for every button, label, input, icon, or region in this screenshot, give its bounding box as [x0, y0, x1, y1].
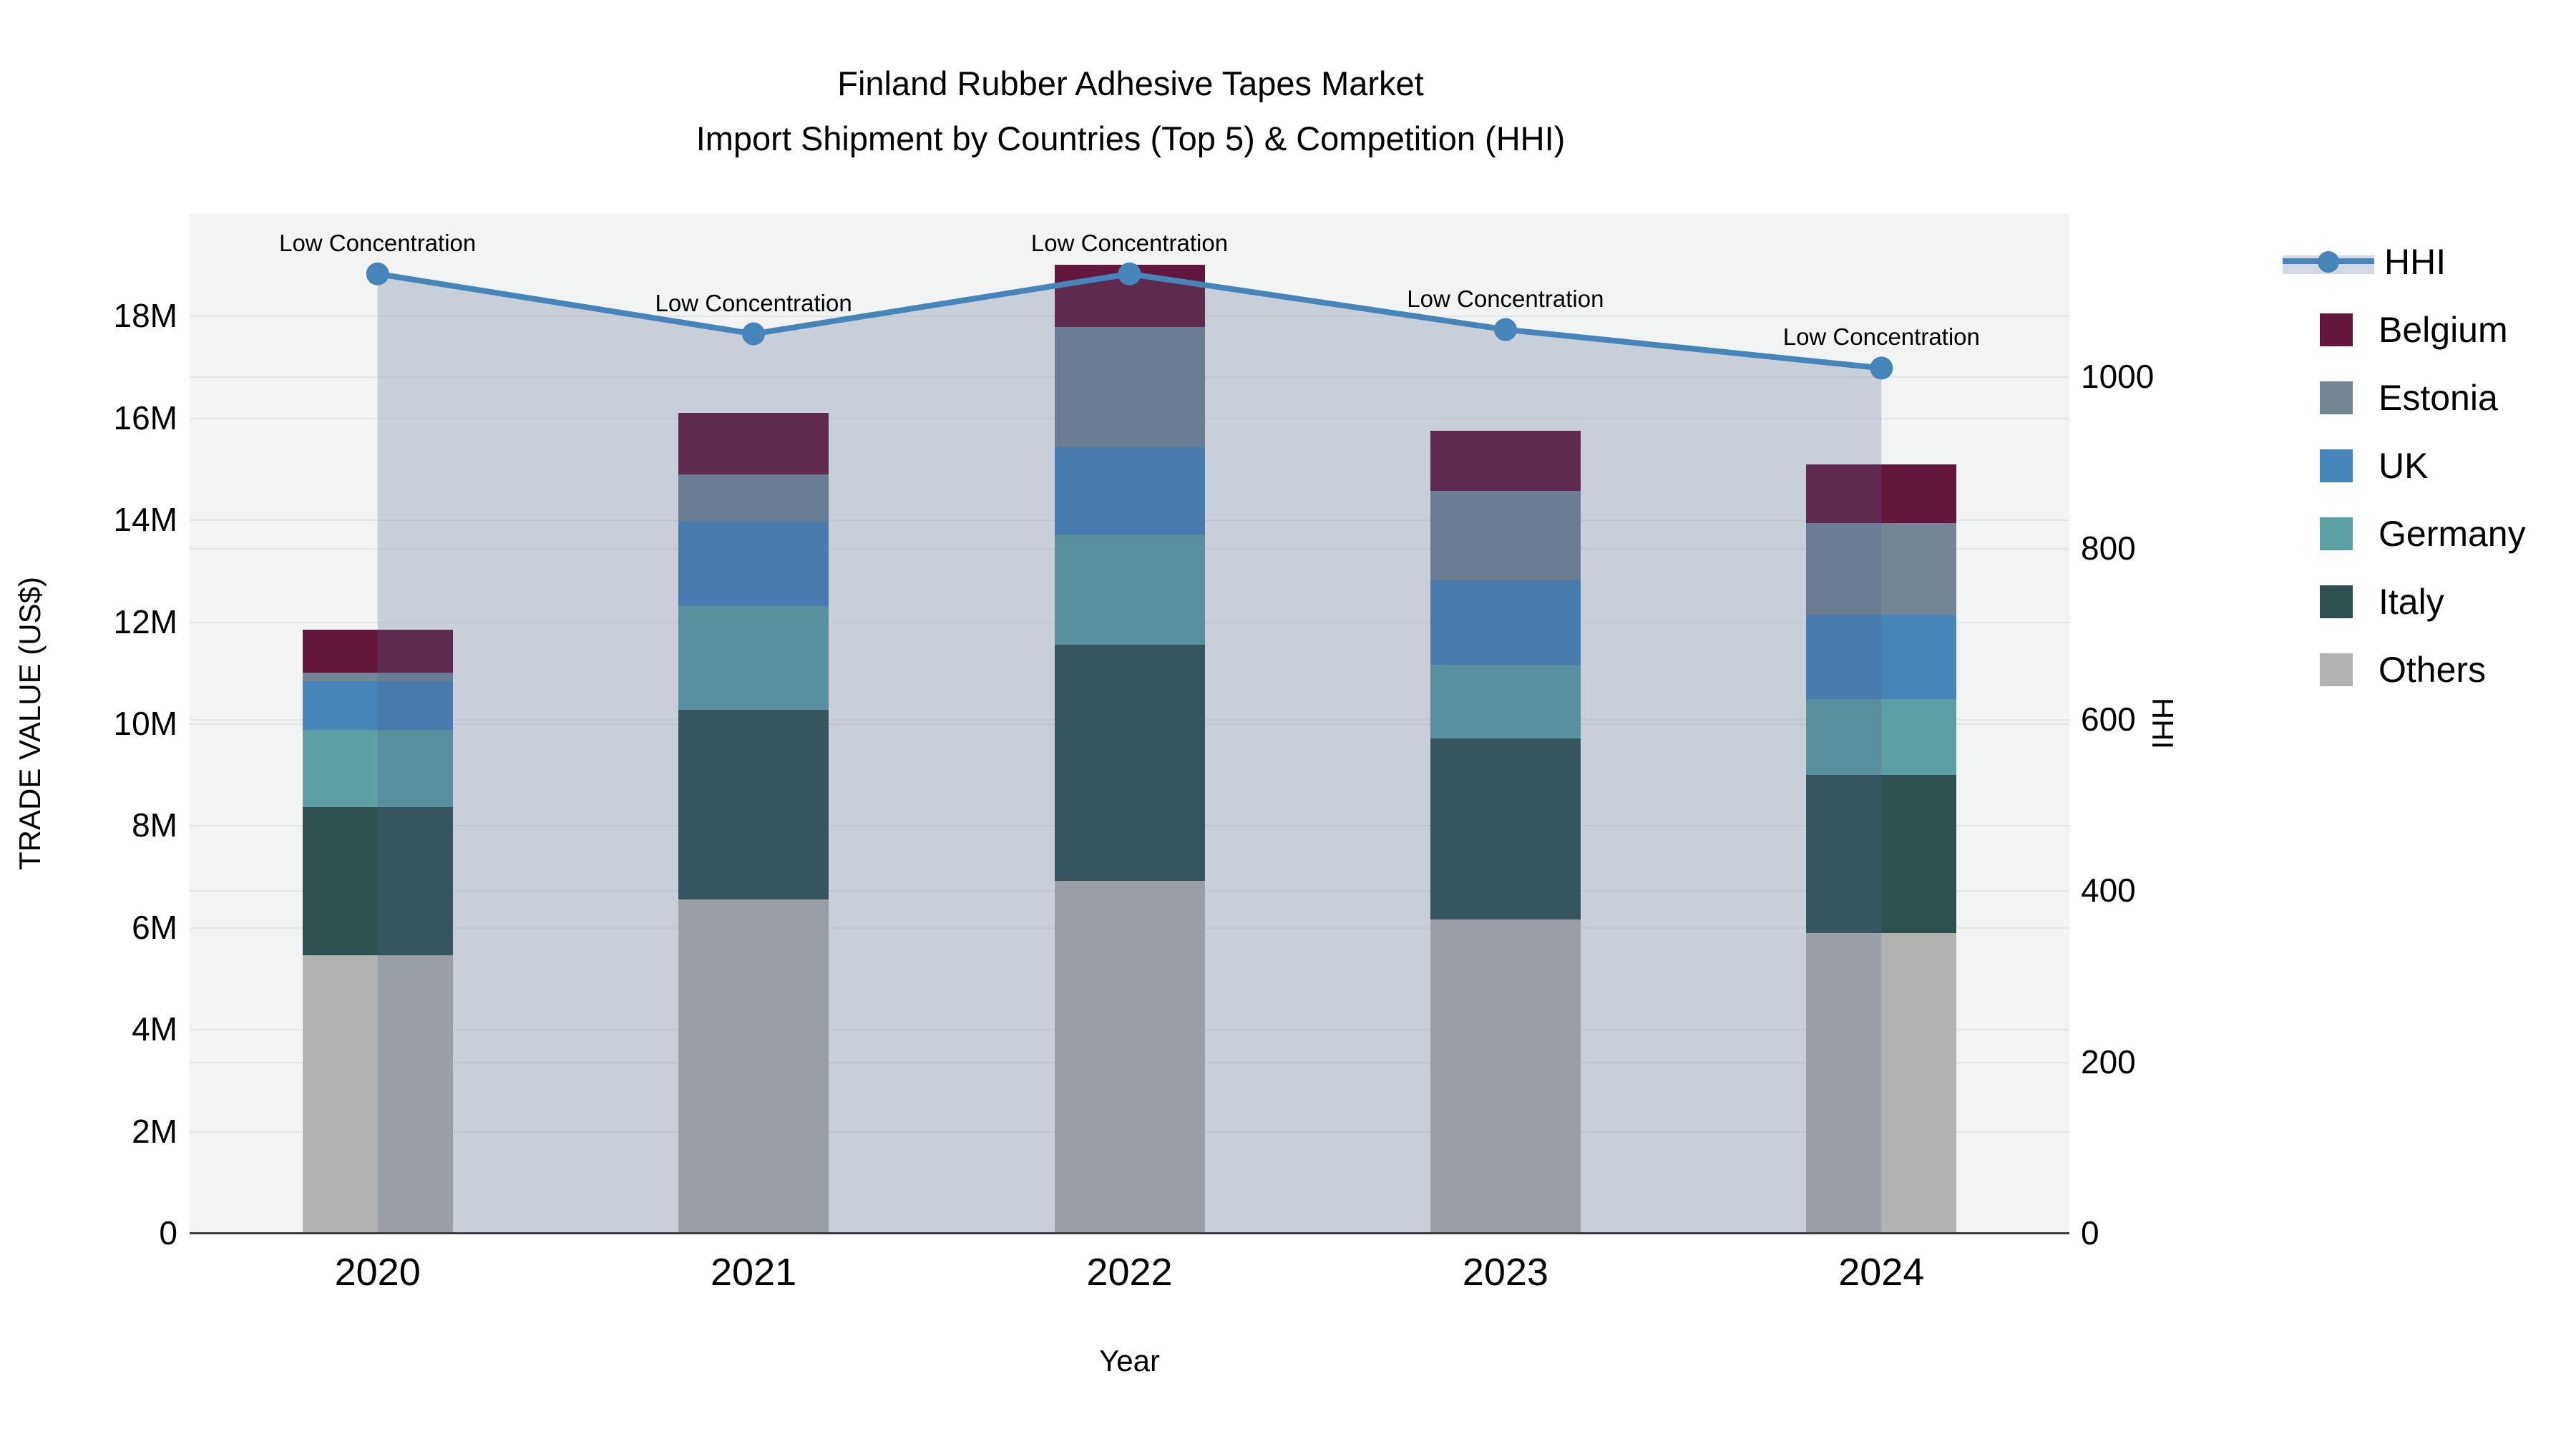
bar-2024-germany[interactable]: [1806, 698, 1957, 775]
hhi-point-2020[interactable]: [366, 262, 389, 286]
right-tick-label: 0: [2081, 1214, 2099, 1252]
legend-label: Italy: [2379, 581, 2444, 622]
hhi-point-2021[interactable]: [742, 322, 766, 346]
legend-item-others[interactable]: Others: [2283, 635, 2526, 703]
legend-label: HHI: [2384, 241, 2446, 282]
bar-2022-germany[interactable]: [1054, 534, 1205, 645]
legend: HHI Belgium Estonia UK Germany Italy Others: [2283, 228, 2526, 703]
x-tick-2022: 2022: [1086, 1251, 1173, 1294]
left-tick-label: 8M: [132, 806, 177, 844]
annotation-2021: Low Concentration: [655, 289, 852, 316]
legend-swatch-belgium: [2320, 313, 2353, 346]
annotation-2020: Low Concentration: [279, 229, 477, 256]
bar-2022-estonia[interactable]: [1054, 327, 1205, 448]
left-tick-label: 2M: [132, 1112, 177, 1150]
bar-2020-others[interactable]: [302, 955, 453, 1233]
legend-swatch-italy: [2320, 585, 2353, 618]
bar-2024-uk[interactable]: [1806, 615, 1957, 699]
left-tick-label: 14M: [113, 501, 177, 539]
legend-swatch-estonia: [2320, 381, 2353, 414]
right-tick-label: 400: [2081, 872, 2136, 909]
bar-2020-germany[interactable]: [302, 730, 453, 807]
left-tick-label: 18M: [113, 297, 177, 335]
bar-2020-italy[interactable]: [302, 806, 453, 955]
bar-2020-uk[interactable]: [302, 680, 453, 731]
plot-area: [190, 214, 2069, 1233]
legend-label: UK: [2379, 445, 2429, 486]
bar-2024-others[interactable]: [1806, 933, 1957, 1233]
bar-2023-italy[interactable]: [1430, 738, 1581, 920]
bar-2024-italy[interactable]: [1806, 774, 1957, 934]
hhi-point-2024[interactable]: [1870, 356, 1893, 380]
left-tick-label: 0: [159, 1214, 177, 1252]
bar-2020-belgium[interactable]: [302, 629, 453, 673]
x-tick-2024: 2024: [1838, 1251, 1925, 1294]
legend-item-hhi[interactable]: HHI: [2283, 228, 2526, 296]
chart-title-line1: Finland Rubber Adhesive Tapes Market: [837, 64, 1424, 102]
hhi-point-2022[interactable]: [1118, 262, 1141, 286]
x-axis-line: [190, 1232, 2069, 1234]
legend-swatch-others: [2320, 653, 2353, 686]
legend-item-estonia[interactable]: Estonia: [2283, 364, 2526, 431]
legend-item-germany[interactable]: Germany: [2283, 499, 2526, 567]
chart-title-line2: Import Shipment by Countries (Top 5) & C…: [696, 119, 1566, 157]
legend-label: Belgium: [2379, 309, 2508, 350]
bar-2023-germany[interactable]: [1430, 665, 1581, 739]
left-tick-label: 6M: [132, 908, 177, 946]
legend-swatch-uk: [2320, 449, 2353, 482]
bar-2024-belgium[interactable]: [1806, 464, 1957, 524]
bar-2023-estonia[interactable]: [1430, 491, 1581, 580]
left-tick-label: 4M: [132, 1010, 177, 1048]
bar-2021-germany[interactable]: [678, 606, 829, 710]
bar-2022-uk[interactable]: [1054, 447, 1205, 535]
bar-2023-uk[interactable]: [1430, 580, 1581, 665]
legend-item-belgium[interactable]: Belgium: [2283, 296, 2526, 364]
x-tick-2021: 2021: [711, 1251, 797, 1294]
left-tick-label: 10M: [113, 705, 177, 742]
x-tick-2023: 2023: [1462, 1251, 1548, 1294]
legend-label: Germany: [2379, 513, 2526, 554]
bar-2021-uk[interactable]: [678, 522, 829, 607]
bar-2023-others[interactable]: [1430, 919, 1581, 1233]
x-tick-2020: 2020: [334, 1251, 421, 1294]
left-tick-label: 16M: [113, 399, 177, 436]
right-tick-label: 1000: [2081, 358, 2155, 396]
bar-2021-estonia[interactable]: [678, 474, 829, 522]
bar-2021-belgium[interactable]: [678, 412, 829, 474]
legend-item-italy[interactable]: Italy: [2283, 567, 2526, 635]
x-axis-title: Year: [1099, 1344, 1160, 1377]
bar-2021-others[interactable]: [678, 899, 829, 1233]
bar-2022-others[interactable]: [1054, 881, 1205, 1233]
right-axis-title: HHI: [2146, 697, 2180, 750]
annotation-2023: Low Concentration: [1407, 285, 1604, 312]
annotation-2024: Low Concentration: [1782, 323, 1980, 351]
right-tick-label: 200: [2081, 1043, 2136, 1080]
hhi-point-2023[interactable]: [1493, 318, 1517, 341]
legend-item-uk[interactable]: UK: [2283, 431, 2526, 499]
bar-2023-belgium[interactable]: [1430, 431, 1581, 492]
chart-title: Finland Rubber Adhesive Tapes Market Imp…: [429, 56, 1832, 166]
bar-2024-estonia[interactable]: [1806, 523, 1957, 615]
bar-2020-estonia[interactable]: [302, 672, 453, 681]
right-tick-label: 600: [2081, 701, 2136, 738]
legend-label: Estonia: [2379, 377, 2498, 418]
hhi-line-icon: [2283, 245, 2374, 278]
right-tick-label: 800: [2081, 529, 2136, 567]
left-axis-title: TRADE VALUE (US$): [13, 577, 47, 870]
bar-2022-italy[interactable]: [1054, 645, 1205, 881]
legend-label: Others: [2379, 649, 2487, 690]
legend-swatch-germany: [2320, 517, 2353, 550]
left-tick-label: 12M: [113, 602, 177, 640]
bar-2021-italy[interactable]: [678, 709, 829, 900]
annotation-2022: Low Concentration: [1030, 229, 1229, 256]
